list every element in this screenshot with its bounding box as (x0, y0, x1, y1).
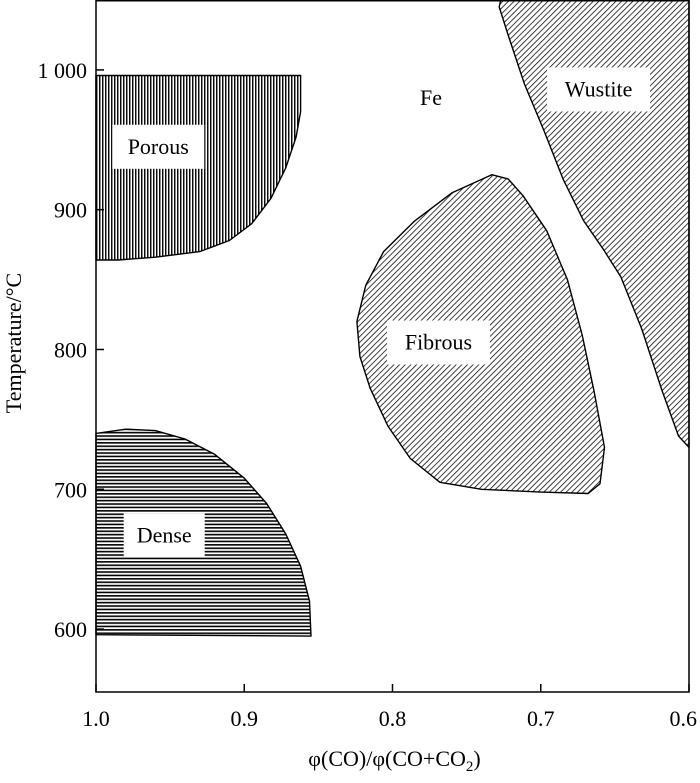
annotation-fe: Fe (420, 85, 442, 110)
region-label-porous: Porous (128, 134, 189, 159)
y-tick-label: 800 (54, 337, 87, 362)
x-axis-label: φ(CO)/φ(CO+CO2) (308, 746, 480, 775)
x-tick-label: 0.6 (670, 706, 698, 731)
region-label-bg-fibrous (386, 320, 490, 365)
y-axis-ticks: 600 700 800 900 1 000 (38, 58, 104, 642)
x-tick-label: 0.9 (231, 706, 259, 731)
y-tick-label: 700 (54, 477, 87, 502)
x-tick-label: 0.8 (379, 706, 407, 731)
y-tick-label: 900 (54, 198, 87, 223)
region-label-bg-dense (123, 513, 205, 558)
labels-layer: Porous Dense Fibrous Wustite Fe (112, 67, 651, 558)
y-axis-label: Temperature/°C (1, 273, 26, 413)
region-label-wustite: Wustite (565, 76, 633, 101)
x-tick-label: 1.0 (82, 706, 110, 731)
y-tick-label: 600 (54, 617, 87, 642)
y-tick-label: 1 000 (38, 58, 88, 83)
region-label-bg-wustite (547, 67, 651, 112)
x-axis-ticks: 1.0 0.9 0.8 0.7 0.6 (82, 684, 697, 731)
region-label-bg-porous (112, 124, 205, 169)
region-label-dense: Dense (137, 522, 192, 547)
x-tick-label: 0.7 (527, 706, 555, 731)
region-wustite (498, 0, 690, 449)
region-label-fibrous: Fibrous (405, 330, 472, 355)
